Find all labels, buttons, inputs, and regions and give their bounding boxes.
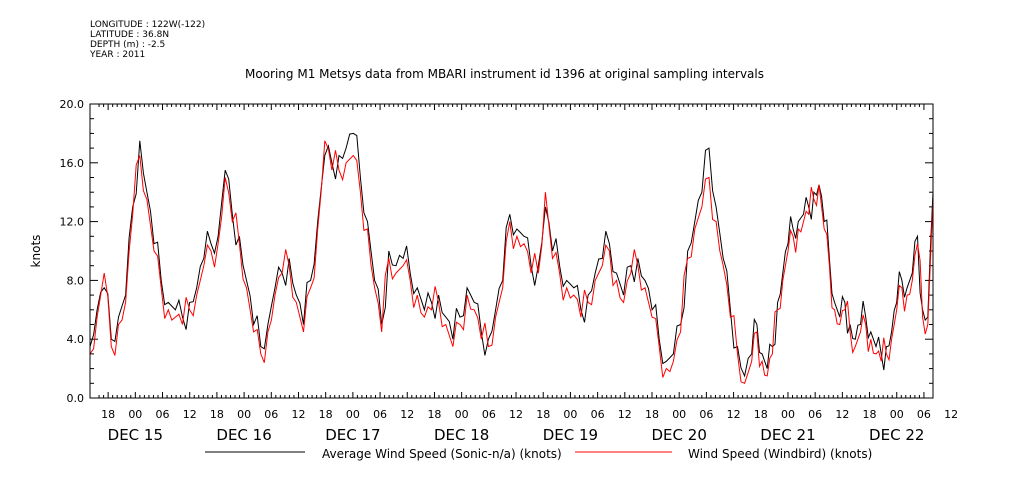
y-tick-label: 0.0: [67, 392, 85, 405]
x-hour-label: 06: [373, 408, 387, 421]
x-hour-label: 18: [210, 408, 224, 421]
x-hour-label: 18: [754, 408, 768, 421]
x-hour-label: 06: [808, 408, 822, 421]
latitude-label: LATITUDE : 36.8N: [90, 30, 170, 40]
x-date-label: DEC 21: [760, 426, 815, 444]
x-hour-label: 06: [699, 408, 713, 421]
x-hour-label: 06: [482, 408, 496, 421]
y-tick-label: 12.0: [60, 216, 85, 229]
legend-label-2: Wind Speed (Windbird) (knots): [688, 447, 872, 461]
x-hour-label: 18: [319, 408, 333, 421]
x-hour-label: 00: [781, 408, 795, 421]
x-date-label: DEC 15: [108, 426, 163, 444]
series-line-1: [89, 132, 934, 378]
x-hour-label: 12: [509, 408, 523, 421]
y-tick-label: 4.0: [67, 333, 85, 346]
x-hour-label: 00: [672, 408, 686, 421]
x-hour-label: 00: [237, 408, 251, 421]
metadata-block: LONGITUDE : 122W(-122) LATITUDE : 36.8N …: [90, 20, 205, 60]
longitude-label: LONGITUDE : 122W(-122): [90, 20, 206, 30]
x-hour-label: 00: [128, 408, 142, 421]
x-date-label: DEC 19: [543, 426, 598, 444]
plot-frame: [89, 103, 934, 399]
y-tick-labels: 0.0 4.0 8.0 12.0 16.0 20.0: [60, 98, 85, 405]
chart-title: Mooring M1 Metsys data from MBARI instru…: [245, 67, 764, 81]
x-date-label: DEC 18: [434, 426, 489, 444]
x-hour-label: 06: [264, 408, 278, 421]
x-hour-label: 00: [455, 408, 469, 421]
x-hour-label: 12: [183, 408, 197, 421]
axis-ticks: [90, 103, 933, 399]
x-hour-label: 06: [156, 408, 170, 421]
depth-label: DEPTH (m) : -2.5: [90, 40, 166, 50]
x-hour-label: 12: [400, 408, 414, 421]
x-hour-label: 18: [536, 408, 550, 421]
x-hour-label: 18: [427, 408, 441, 421]
x-hour-label: 12: [727, 408, 741, 421]
year-label: YEAR : 2011: [90, 50, 146, 60]
legend-label-1: Average Wind Speed (Sonic-n/a) (knots): [322, 447, 562, 461]
y-tick-label: 16.0: [60, 157, 85, 170]
x-date-label: DEC 17: [325, 426, 380, 444]
x-hour-label: 18: [645, 408, 659, 421]
y-tick-label: 8.0: [67, 274, 85, 287]
x-hour-label: 12: [835, 408, 849, 421]
x-hour-label: 06: [591, 408, 605, 421]
x-hour-label: 12: [618, 408, 632, 421]
x-hour-label: 12: [291, 408, 305, 421]
x-hour-label: 18: [101, 408, 115, 421]
x-date-label: DEC 22: [869, 426, 924, 444]
x-hour-label: 00: [563, 408, 577, 421]
x-hour-label: 00: [346, 408, 360, 421]
y-tick-label: 20.0: [60, 98, 85, 111]
x-hour-label: 18: [863, 408, 877, 421]
x-hour-label: 12: [944, 408, 958, 421]
series-line-2: [89, 140, 934, 384]
x-tick-labels: 18 00 06 12 18 00 06 12 18 00 06 12 18 00 06 12 18 00 06 12…: [101, 408, 958, 444]
series-layer: [89, 132, 934, 384]
x-date-label: DEC 20: [652, 426, 707, 444]
x-date-label: DEC 16: [216, 426, 271, 444]
y-axis-label: knots: [29, 235, 43, 268]
x-hour-label: 00: [890, 408, 904, 421]
x-hour-label: 06: [917, 408, 931, 421]
legend: Average Wind Speed (Sonic-n/a) (knots) Wi…: [205, 447, 872, 461]
